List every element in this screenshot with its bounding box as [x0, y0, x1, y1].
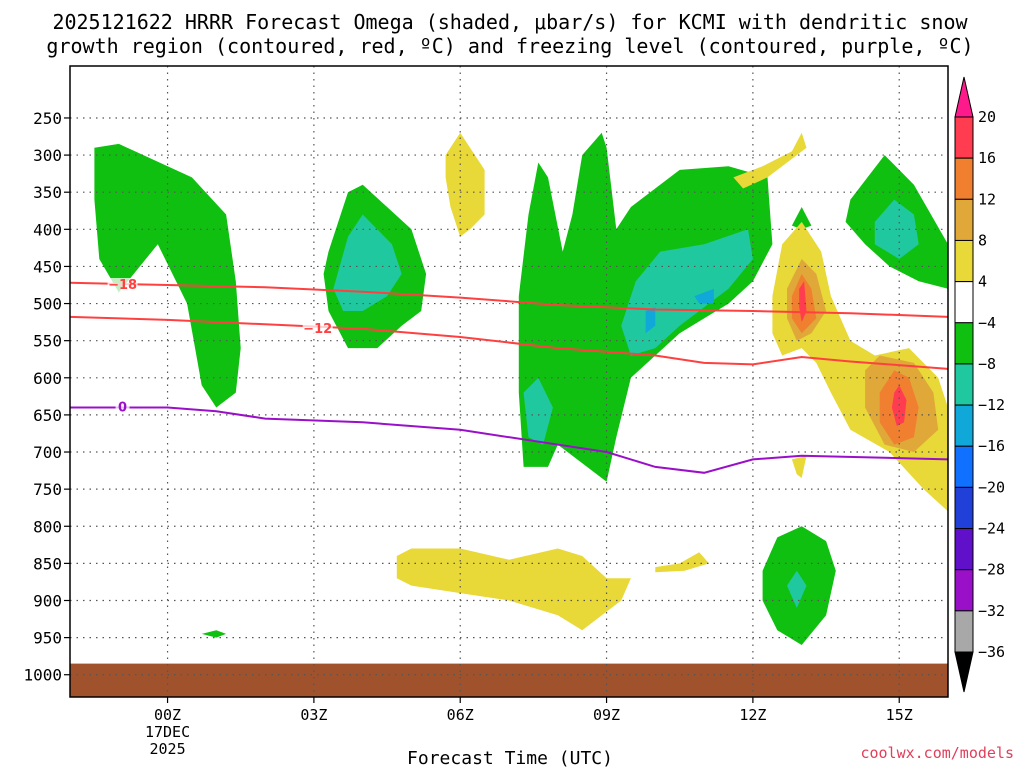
x-tick-label-09Z: 09Z [593, 706, 620, 724]
chart-title-line-2: growth region (contoured, red, ºC) and f… [46, 34, 973, 58]
colorbar-swatch-10 [954, 528, 974, 571]
contour-label-bg-2 [115, 400, 130, 415]
y-tick-label-850: 850 [33, 554, 62, 573]
x-tick-label-06Z: 06Z [447, 706, 474, 724]
y-tick-label-800: 800 [33, 517, 62, 536]
omega-region-7 [333, 214, 402, 311]
x-tick-date: 17DEC [145, 723, 190, 741]
omega-region-14 [445, 132, 485, 237]
contour-line-2 [70, 406, 949, 474]
colorbar-swatch-2 [954, 198, 974, 241]
colorbar-label-5: −4 [978, 314, 996, 332]
y-tick-label-700: 700 [33, 443, 62, 462]
chart-title-line-1: 2025121622 HRRR Forecast Omega (shaded, … [52, 10, 968, 34]
x-tick-label-15Z: 15Z [886, 706, 913, 724]
y-tick-label-900: 900 [33, 591, 62, 610]
omega-region-19 [791, 455, 807, 478]
plot-frame [69, 65, 949, 698]
colorbar-label-13: −36 [978, 643, 1005, 661]
x-tick-label-00Z: 00Z [154, 706, 181, 724]
omega-region-18 [655, 552, 709, 573]
omega-shaded-regions [94, 132, 948, 645]
y-tick-label-250: 250 [33, 109, 62, 128]
colorbar-swatch-12 [954, 610, 974, 653]
contour-label-1: −12 [303, 322, 332, 337]
y-tick-label-550: 550 [33, 332, 62, 351]
colorbar-label-12: −32 [978, 602, 1005, 620]
y-axis-pressure-ticks: 250 300 350 400 450 500 550 600 650 700 750 800 850 9… [23, 109, 70, 685]
colorbar-label-8: −16 [978, 437, 1005, 455]
y-tick-label-650: 650 [33, 406, 62, 425]
colorbar-label-7: −12 [978, 396, 1005, 414]
colorbar-label-11: −28 [978, 561, 1005, 579]
x-axis-label: Forecast Time (UTC) [407, 748, 613, 768]
omega-region-6 [201, 630, 227, 638]
y-tick-label-750: 750 [33, 480, 62, 499]
y-tick-label-1000: 1000 [23, 666, 62, 685]
grid-lines [70, 66, 948, 697]
x-tick-label-03Z: 03Z [300, 706, 327, 724]
omega-region-0 [94, 143, 241, 408]
omega-region-15 [733, 132, 807, 189]
omega-region-25 [891, 385, 907, 426]
x-tick-year: 2025 [149, 740, 185, 758]
colorbar-swatch-9 [954, 486, 974, 530]
colorbar-label-9: −20 [978, 478, 1005, 496]
colorbar-swatch-5 [954, 322, 974, 365]
colorbar-label-6: −8 [978, 355, 996, 373]
ground-surface [70, 663, 948, 697]
credit-text: coolwx.com/models [860, 744, 1014, 762]
contour-label-0: −18 [108, 278, 137, 293]
y-tick-label-500: 500 [33, 295, 62, 314]
colorbar-bottom-arrow [954, 651, 974, 693]
omega-region-11 [787, 570, 807, 608]
contour-label-bg-0 [107, 277, 138, 292]
contour-label-bg-1 [302, 321, 333, 336]
colorbar-top-arrow [954, 76, 974, 118]
colorbar-swatch-1 [954, 157, 974, 200]
y-tick-label-350: 350 [33, 183, 62, 202]
colorbar-swatch-6 [954, 363, 974, 406]
colorbar-label-0: 20 [978, 108, 996, 126]
y-tick-label-600: 600 [33, 369, 62, 388]
contour-line-0 [69, 281, 949, 318]
colorbar-label-10: −24 [978, 520, 1005, 538]
colorbar-label-1: 16 [978, 149, 996, 167]
colorbar-swatch-11 [954, 569, 974, 612]
colorbar-label-3: 8 [978, 231, 987, 249]
colorbar-label-4: 4 [978, 273, 987, 291]
y-tick-label-950: 950 [33, 629, 62, 648]
colorbar-swatch-7 [954, 404, 974, 447]
omega-region-12 [694, 288, 714, 304]
omega-region-5 [791, 207, 812, 230]
colorbar-swatch-8 [954, 445, 974, 488]
omega-colorbar: 20 16 12 8 4 −4 −8 −12 −16 −20 −24 −28 −32 −36 [954, 76, 1005, 693]
contour-label-2: 0 [118, 400, 127, 415]
omega-region-13 [645, 307, 656, 334]
y-tick-label-300: 300 [33, 146, 62, 165]
omega-region-10 [523, 377, 553, 445]
colorbar-label-2: 12 [978, 190, 996, 208]
contour-line-1 [69, 315, 949, 370]
x-tick-label-12Z: 12Z [739, 706, 766, 724]
colorbar-swatch-3 [954, 239, 974, 283]
colorbar-swatch-4 [954, 281, 974, 324]
colorbar-swatch-0 [954, 116, 974, 159]
contour-lines: −18 −12 0 [69, 277, 949, 474]
omega-region-17 [396, 548, 631, 631]
y-tick-label-450: 450 [33, 257, 62, 276]
y-tick-label-400: 400 [33, 220, 62, 239]
